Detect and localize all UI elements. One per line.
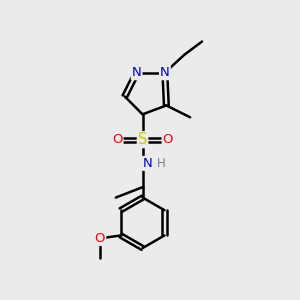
Text: N: N (143, 157, 153, 170)
Text: H: H (157, 157, 165, 170)
Text: O: O (163, 133, 173, 146)
Text: N: N (132, 66, 142, 79)
Text: N: N (160, 66, 170, 79)
Text: S: S (138, 132, 147, 147)
Text: O: O (94, 232, 105, 245)
Text: O: O (112, 133, 123, 146)
